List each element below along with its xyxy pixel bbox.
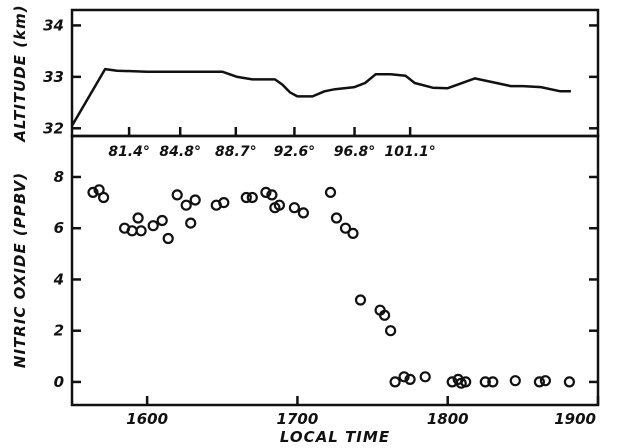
nitric-oxide-point [354, 294, 367, 306]
nitric-oxide-y-axis-title: NITRIC OXIDE (PPBV) [11, 172, 29, 368]
nitric-oxide-point [135, 225, 147, 237]
angle-annotation-label: 92.6° [274, 144, 316, 160]
x-tick-label: 1600 [126, 410, 168, 428]
nitric-oxide-point [288, 202, 300, 214]
nitric-oxide-point [563, 376, 576, 388]
nitric-oxide-point [218, 197, 230, 209]
nitric-oxide-point [156, 214, 168, 227]
nitric-oxide-y-tick-label: 0 [54, 373, 64, 391]
x-ticks: 1600 1700 1800 1900 [126, 396, 600, 428]
nitric-oxide-y-ticks: 0 2 4 6 8 [53, 168, 598, 391]
nitric-oxide-point [189, 194, 201, 206]
nitric-oxide-point [487, 376, 499, 388]
nitric-oxide-y-tick-label: 6 [54, 219, 64, 237]
nitric-oxide-point [330, 212, 343, 224]
nitric-oxide-points [87, 184, 576, 389]
x-tick-label: 1800 [427, 410, 469, 428]
x-tick-label: 1900 [554, 410, 596, 428]
angle-annotation-label: 84.8° [159, 144, 201, 160]
nitric-oxide-point [539, 375, 552, 387]
nitric-oxide-point [339, 222, 352, 234]
x-tick-label: 1700 [277, 410, 319, 428]
nitric-oxide-point [404, 373, 416, 385]
nitric-oxide-point [185, 217, 197, 229]
angle-annotation-label: 81.4° [108, 144, 150, 160]
angle-annotation-label: 88.7° [215, 144, 257, 160]
nitric-oxide-point [240, 191, 252, 204]
nitric-oxide-y-tick-label: 8 [54, 168, 64, 186]
angle-annotation-label: 96.8° [334, 144, 376, 160]
nitric-oxide-point [273, 199, 285, 211]
nitric-oxide-panel-frame [70, 134, 600, 407]
nitric-oxide-point [147, 220, 159, 232]
nitric-oxide-point [260, 186, 272, 198]
nitric-oxide-point [171, 189, 183, 201]
nitric-oxide-point [347, 227, 359, 239]
nitric-oxide-point [533, 376, 546, 388]
altitude-y-tick-label: 33 [43, 68, 64, 86]
altitude-y-tick-label: 32 [43, 119, 64, 137]
angle-annotation-label: 101.1° [384, 144, 435, 160]
altitude-line [70, 67, 571, 127]
nitric-oxide-point [97, 191, 110, 204]
nitric-oxide-point [180, 199, 192, 211]
nitric-oxide-point [479, 376, 491, 388]
nitric-oxide-point [379, 309, 391, 321]
nitric-oxide-point [324, 186, 337, 198]
x-axis-title: LOCAL TIME [280, 428, 390, 446]
nitric-oxide-point [419, 371, 431, 383]
altitude-panel: ALTITUDE (km) 32 33 34 81.4° 84.8° 88.7° 92.6… [11, 4, 600, 160]
nitric-oxide-point [87, 186, 99, 198]
nitric-oxide-point [389, 376, 401, 388]
nitric-oxide-point [246, 191, 258, 204]
altitude-y-tick-label: 34 [43, 16, 64, 34]
altitude-y-ticks: 32 33 34 [43, 16, 598, 137]
altitude-y-axis-title: ALTITUDE (km) [11, 4, 29, 142]
nitric-oxide-y-tick-label: 2 [54, 322, 64, 340]
nitric-oxide-point [162, 232, 174, 245]
nitric-oxide-point [266, 189, 278, 201]
altitude-panel-frame [70, 8, 600, 138]
altitude-angle-annotations: 81.4° 84.8° 88.7° 92.6° 96.8° 101.1° [108, 127, 436, 160]
nitric-oxide-point [297, 207, 309, 219]
nitric-oxide-point [132, 212, 144, 224]
nitric-oxide-y-tick-label: 4 [53, 270, 64, 288]
nitric-oxide-point [509, 375, 521, 387]
nitric-oxide-point [385, 325, 397, 337]
nitric-oxide-point [398, 371, 410, 383]
nitric-oxide-point [460, 376, 472, 388]
nitric-oxide-panel: NITRIC OXIDE (PPBV) LOCAL TIME 0 2 4 6 8 160… [11, 134, 600, 446]
